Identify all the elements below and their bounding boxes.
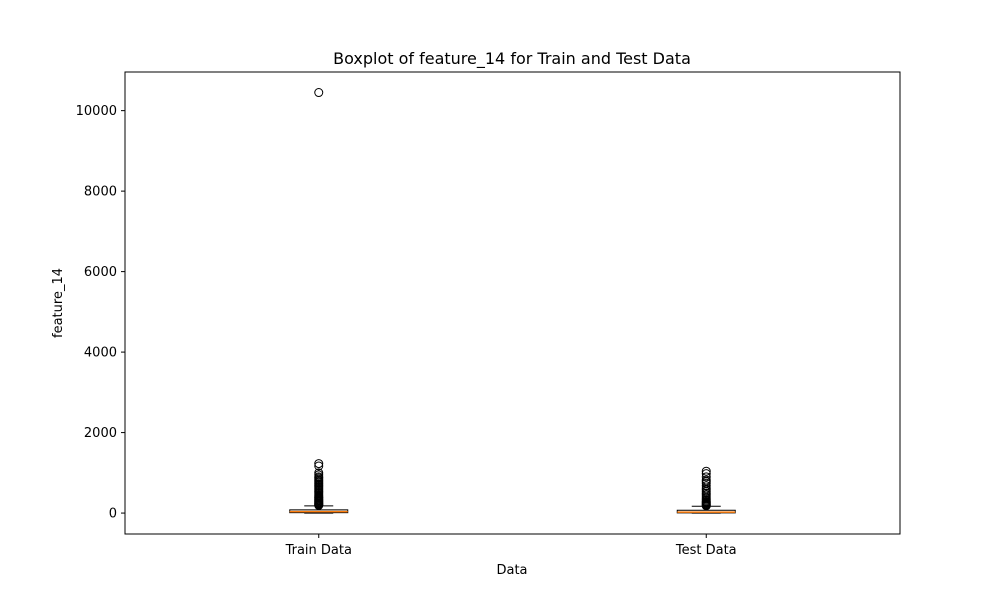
outlier-point <box>314 459 324 469</box>
y-tick-label: 6000 <box>84 265 117 280</box>
y-axis: 0 2000 4000 6000 8000 10000 <box>76 104 125 522</box>
chart-title: Boxplot of feature_14 for Train and Test… <box>333 49 691 69</box>
x-axis: Train Data Test Data <box>285 534 737 558</box>
y-tick-label: 4000 <box>84 346 117 361</box>
outlier-point <box>314 88 324 98</box>
box-test <box>676 466 736 514</box>
x-axis-label: Data <box>496 563 527 578</box>
outlier-point <box>314 468 324 478</box>
boxes-group <box>289 88 736 514</box>
outlier-point <box>701 469 711 479</box>
box-train <box>289 88 349 514</box>
plot-frame <box>124 71 901 535</box>
x-tick-label: Train Data <box>285 543 352 558</box>
y-tick-label: 0 <box>109 507 117 522</box>
y-tick-label: 10000 <box>76 104 117 119</box>
outlier-point <box>701 466 711 476</box>
outlier-point <box>701 481 711 491</box>
y-tick-label: 2000 <box>84 426 117 441</box>
outlier-point <box>701 475 711 485</box>
y-tick-label: 8000 <box>84 185 117 200</box>
outlier-point <box>701 472 711 482</box>
y-axis-label: feature_14 <box>51 268 66 338</box>
outlier-point <box>314 461 324 471</box>
x-tick-label: Test Data <box>675 543 737 558</box>
